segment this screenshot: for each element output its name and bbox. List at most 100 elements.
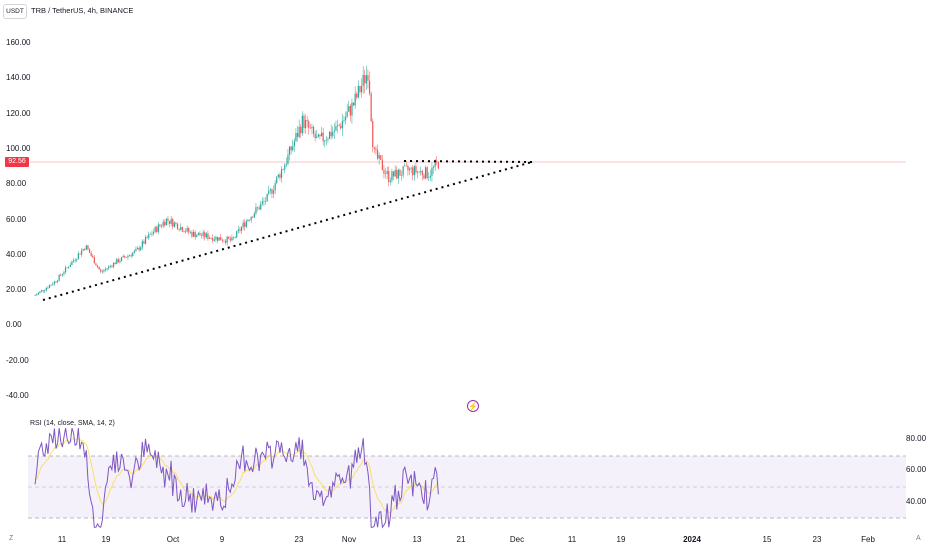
candle-body (133, 250, 135, 253)
candle-body (356, 93, 358, 98)
candle-body (112, 262, 115, 267)
candle-body (87, 245, 89, 250)
candle-body (125, 257, 127, 258)
candle-body (151, 233, 153, 235)
candle-body (416, 171, 419, 173)
candle-body (437, 162, 439, 169)
candle-body (344, 116, 347, 121)
candle-body (148, 234, 150, 239)
candle-body (199, 233, 201, 236)
candle-body (364, 74, 366, 84)
candle-body (40, 290, 43, 292)
price-tick-label: 160.00 (6, 38, 31, 47)
candle-body (245, 221, 247, 227)
candle-body (116, 259, 118, 264)
candle-body (181, 227, 183, 232)
candle-body (352, 102, 355, 106)
candle-body (432, 166, 435, 168)
candle-body (311, 126, 313, 129)
candle-body (228, 236, 230, 239)
chart-title: TRB / TetherUS, 4h, BINANCE (31, 6, 134, 15)
candle-body (271, 189, 273, 194)
candle-body (58, 274, 60, 281)
candle-body (231, 237, 233, 241)
candle-body (264, 201, 267, 202)
candle-body (48, 285, 51, 288)
price-tick-label: 140.00 (6, 73, 31, 83)
candle-body (314, 133, 316, 139)
candle-body (164, 221, 166, 226)
candle-body (229, 238, 231, 241)
candle-body (250, 216, 252, 221)
candle-body (124, 255, 126, 258)
candle-body (103, 270, 105, 272)
candle-body (365, 75, 367, 84)
candle-body (373, 147, 375, 149)
candle-body (332, 131, 334, 137)
candle-body (120, 257, 123, 261)
candle-body (210, 237, 212, 239)
candle-body (268, 190, 270, 194)
candle-body (370, 93, 372, 122)
candle-body (381, 159, 383, 171)
corner-a-button[interactable]: A (916, 535, 921, 542)
candle-body (338, 125, 340, 126)
candle-body (392, 171, 395, 177)
candle-body (205, 233, 207, 238)
candle-body (410, 167, 412, 169)
candle-body (130, 255, 132, 257)
candle-body (402, 166, 404, 176)
candle-body (413, 166, 415, 176)
candle-body (111, 265, 113, 267)
candle-body (140, 247, 142, 251)
candle-body (168, 220, 171, 224)
candle-body (272, 190, 275, 194)
candle-body (50, 284, 52, 286)
candle-body (421, 170, 423, 176)
candle-body (255, 207, 257, 214)
candle-body (159, 224, 161, 226)
candle-body (37, 292, 39, 295)
candle-body (56, 280, 59, 283)
candle-body (66, 267, 68, 268)
candle-body (215, 236, 217, 240)
time-tick-label: Nov (341, 535, 357, 544)
candlesticks (34, 65, 439, 296)
candle-body (88, 249, 91, 253)
corner-z-button[interactable]: Z (9, 535, 14, 542)
candle-body (423, 175, 425, 179)
candle-body (372, 121, 374, 148)
candle-body (354, 93, 356, 106)
candle-body (74, 260, 76, 261)
candle-body (53, 281, 55, 285)
time-tick-label: 23 (812, 535, 822, 544)
candle-body (312, 126, 315, 134)
candle-body (172, 219, 174, 227)
candle-body (63, 272, 65, 275)
candle-body (343, 120, 345, 122)
candle-body (308, 121, 310, 128)
time-tick-label: 23 (294, 535, 304, 544)
price-tick-label: 20.00 (6, 285, 27, 295)
candle-body (34, 295, 36, 296)
candle-body (389, 180, 391, 182)
candle-body (160, 225, 163, 227)
flash-icon[interactable]: ⚡ (467, 400, 479, 412)
time-tick-label: 9 (219, 535, 225, 544)
time-tick-label: Dec (509, 535, 525, 544)
price-tick-label: -20.00 (6, 355, 29, 365)
candle-body (407, 165, 409, 171)
candle-body (207, 233, 209, 239)
symbol-button[interactable]: USDT (3, 4, 27, 19)
candle-body (400, 175, 403, 177)
candle-body (149, 233, 151, 235)
candle-body (44, 290, 46, 292)
candle-body (176, 223, 179, 230)
ascending-trendline (42, 161, 533, 301)
candle-body (141, 241, 143, 248)
candle-body (359, 85, 361, 93)
time-tick-label: 19 (616, 535, 626, 544)
candle-body (408, 168, 411, 171)
